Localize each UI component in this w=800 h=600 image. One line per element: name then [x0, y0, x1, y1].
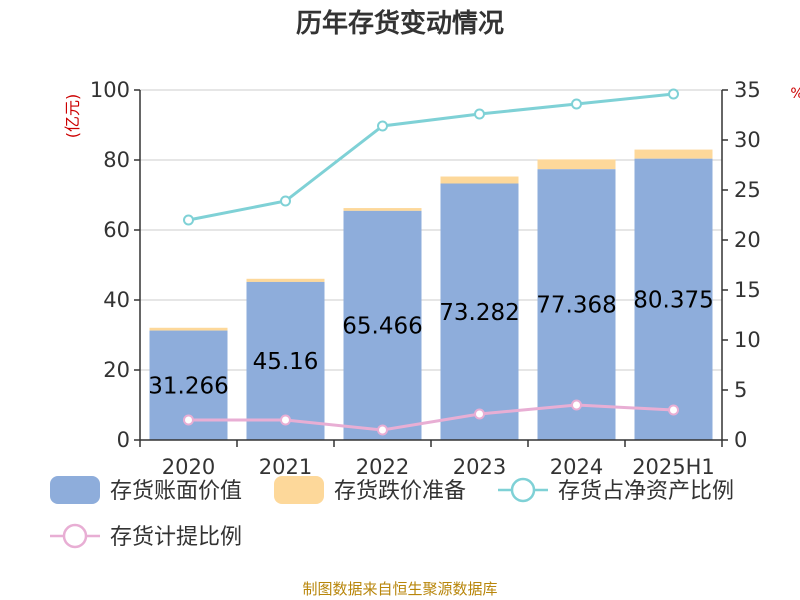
line-point — [377, 424, 388, 436]
x-tick-label: 2022 — [356, 455, 409, 479]
right-tick-label: 0 — [734, 428, 747, 452]
provision-bar — [246, 278, 325, 282]
line-point — [571, 399, 582, 411]
legend-marker — [510, 477, 536, 503]
ratio-net-assets-line — [188, 92, 674, 222]
left-tick-label: 60 — [103, 218, 130, 242]
legend-label: 存货计提比例 — [110, 525, 242, 550]
bar-value-label: 45.16 — [253, 349, 319, 375]
axes: 0 20 40 60 80 100 0 5 10 15 20 25 30 35 2020 2021 2022 20… — [90, 78, 761, 479]
x-tick-label: 2020 — [162, 455, 215, 479]
legend-label: 存货账面价值 — [110, 479, 242, 504]
x-tick-label: 2021 — [259, 455, 312, 479]
right-tick-label: 10 — [734, 328, 761, 352]
line-point — [474, 408, 485, 420]
legend-label: 存货占净资产比例 — [558, 479, 734, 504]
legend-swatch — [50, 476, 100, 504]
book-value-bar — [440, 183, 519, 440]
right-tick-label: 20 — [734, 228, 761, 252]
provision-bar — [537, 159, 616, 170]
legend-marker — [62, 523, 88, 549]
legend-label: 存货跌价准备 — [334, 479, 466, 504]
line-point — [668, 404, 679, 416]
right-tick-label: 30 — [734, 128, 761, 152]
provision-ratio-line — [188, 403, 674, 432]
bars: 31.266 45.16 65.466 73.282 77.368 80.375 — [148, 149, 714, 440]
bar-value-label: 31.266 — [148, 373, 228, 399]
provision-bar — [343, 208, 422, 211]
book-value-bar — [537, 169, 616, 440]
right-tick-label: 15 — [734, 278, 761, 302]
left-tick-label: 20 — [103, 358, 130, 382]
provision-bar — [634, 149, 713, 159]
left-tick-label: 0 — [117, 428, 130, 452]
book-value-bar — [246, 281, 325, 440]
line-point — [280, 195, 291, 207]
chart-title: 历年存货变动情况 — [296, 8, 504, 39]
bar-value-label: 80.375 — [633, 287, 713, 313]
right-axis-unit: % — [790, 86, 800, 102]
line-point — [183, 214, 194, 226]
provision-bar — [440, 176, 519, 184]
bar-value-label: 77.368 — [536, 293, 616, 319]
right-tick-label: 35 — [734, 78, 761, 102]
left-tick-label: 40 — [103, 288, 130, 312]
right-tick-label: 5 — [734, 378, 747, 402]
left-axis-unit: (亿元) — [63, 94, 82, 139]
bar-value-label: 73.282 — [439, 300, 519, 326]
left-tick-label: 80 — [103, 148, 130, 172]
x-tick-label: 2024 — [550, 455, 603, 479]
line-point — [571, 98, 582, 110]
bar-value-label: 65.466 — [342, 313, 422, 339]
x-tick-label: 2025H1 — [632, 455, 715, 479]
line-point — [280, 414, 291, 426]
line-point — [668, 88, 679, 100]
legend-swatch — [274, 476, 324, 504]
left-tick-label: 100 — [90, 78, 130, 102]
x-tick-label: 2023 — [453, 455, 506, 479]
book-value-bar — [343, 210, 422, 440]
series-lines — [183, 88, 679, 436]
line-point — [474, 108, 485, 120]
right-tick-label: 25 — [734, 178, 761, 202]
line-point — [183, 414, 194, 426]
source-note: 制图数据来自恒生聚源数据库 — [302, 580, 497, 598]
line-point — [377, 120, 388, 132]
provision-bar — [149, 327, 228, 331]
book-value-bar — [634, 158, 713, 440]
